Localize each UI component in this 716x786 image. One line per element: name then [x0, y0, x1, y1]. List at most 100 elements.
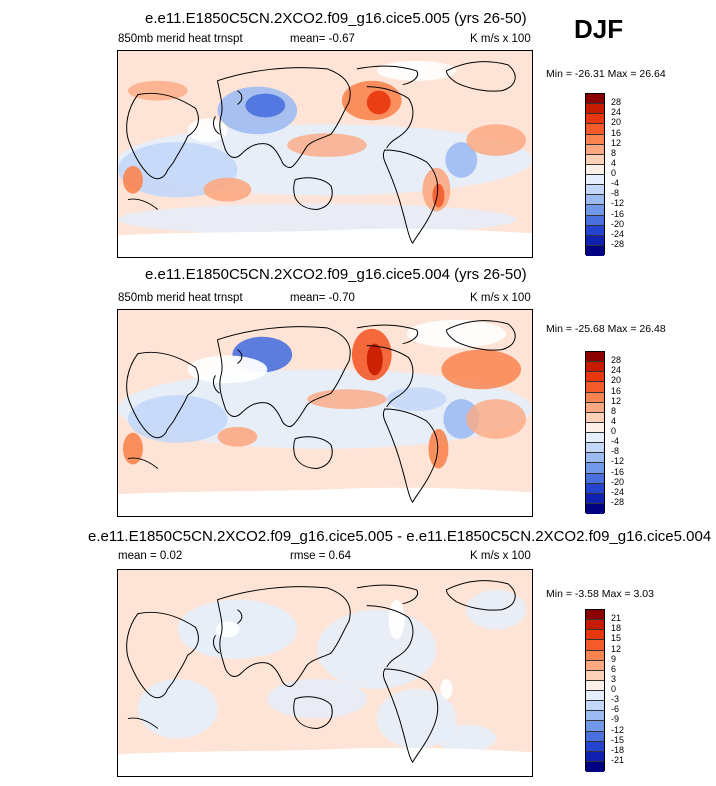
- coastline: [212, 635, 220, 654]
- colorbar-tick-label: 21: [611, 613, 622, 624]
- coastline: [127, 717, 159, 729]
- colorbar-tick-label: -8: [611, 446, 620, 457]
- colorbar-tick-label: 12: [611, 137, 622, 148]
- colorbar-segment: [586, 751, 604, 762]
- colorbar-tick-label: 9: [611, 653, 617, 664]
- colorbar-tick-label: 4: [611, 157, 617, 168]
- antarctica: [118, 228, 532, 257]
- colorbar-tick-label: 12: [611, 395, 622, 406]
- coastline: [382, 149, 439, 245]
- colorbar-segment: [586, 382, 604, 393]
- field-contour: [127, 80, 188, 101]
- coastline: [356, 65, 419, 86]
- field-contour: [267, 678, 367, 719]
- colorbar-segment: [586, 235, 604, 246]
- field-contour: [137, 678, 218, 739]
- field-contour: [307, 389, 387, 410]
- colorbar-segment: [586, 362, 604, 373]
- coastline: [216, 67, 351, 168]
- coastline: [366, 345, 414, 408]
- colorbar-tick-label: -16: [611, 208, 625, 219]
- coastline: [127, 457, 159, 469]
- colorbar-segment: [586, 711, 604, 722]
- panel-3-minmax: Min = -3.58 Max = 3.03: [546, 588, 654, 600]
- panel-3-title: e.e11.E1850C5CN.2XCO2.f09_g16.cice5.005 …: [88, 528, 712, 545]
- field-contour: [127, 395, 228, 443]
- colorbar-tick-label: -21: [611, 754, 625, 765]
- field-contour: [466, 124, 527, 156]
- coastline: [216, 326, 351, 427]
- colorbar-segment: [586, 670, 604, 681]
- colorbar-tick-label: 8: [611, 147, 617, 158]
- field-contour: [376, 688, 457, 749]
- coastline: [382, 408, 439, 504]
- panel-1-mean-label: mean= -0.67: [290, 33, 355, 45]
- panel-3-map: [117, 569, 533, 777]
- panel-2-title: e.e11.E1850C5CN.2XCO2.f09_g16.cice5.004 …: [145, 266, 527, 283]
- colorbar-tick-label: -8: [611, 188, 620, 199]
- colorbar-segment: [586, 443, 604, 454]
- panel-1-variable-label: 850mb merid heat trnspt: [118, 33, 243, 45]
- field-contour: [317, 609, 437, 689]
- colorbar-segment: [586, 114, 604, 125]
- colorbar-segment: [586, 493, 604, 504]
- colorbar-segment: [586, 721, 604, 732]
- field-contour: [245, 93, 286, 118]
- field-contour: [217, 426, 258, 447]
- field-contour: [386, 387, 447, 412]
- colorbar-segment: [586, 761, 604, 772]
- colorbar-tick-label: -16: [611, 466, 625, 477]
- colorbar-segment: [586, 352, 604, 363]
- colorbar-tick-label: 0: [611, 168, 617, 178]
- colorbar-segment: [586, 245, 604, 256]
- colorbar-segment: [586, 225, 604, 236]
- coastline: [293, 696, 333, 729]
- colorbar-segment: [586, 104, 604, 115]
- antarctica: [118, 487, 532, 516]
- colorbar-segment: [586, 205, 604, 216]
- colorbar-tick-label: 3: [611, 673, 617, 684]
- colorbar-tick-label: -20: [611, 476, 625, 487]
- colorbar-segment: [586, 175, 604, 186]
- coastline: [356, 324, 419, 345]
- colorbar-segment: [586, 422, 604, 433]
- colorbar-tick-label: -28: [611, 238, 625, 249]
- field-contour: [366, 90, 391, 115]
- colorbar-tick-label: 16: [611, 385, 622, 396]
- colorbar-tick-label: -18: [611, 744, 625, 755]
- colorbar-tick-label: 20: [611, 117, 622, 128]
- panel-2-mean-label: mean= -0.70: [290, 292, 355, 304]
- panel-3-mean-label: mean = 0.02: [118, 550, 183, 562]
- colorbar-tick-label: 6: [611, 663, 617, 674]
- colorbar-tick-label: -12: [611, 724, 625, 735]
- colorbar-tick-label: -15: [611, 734, 625, 745]
- coastline: [445, 61, 516, 92]
- colorbar-segment: [586, 503, 604, 514]
- coastline: [445, 320, 516, 351]
- colorbar-tick-label: 0: [611, 426, 617, 436]
- colorbar-segment: [586, 185, 604, 196]
- colorbar-segment: [586, 94, 604, 105]
- coastline: [237, 349, 243, 364]
- colorbar-segment: [586, 412, 604, 423]
- colorbar-segment: [586, 701, 604, 712]
- colorbar-tick-label: 4: [611, 415, 617, 426]
- colorbar-segment: [586, 372, 604, 383]
- colorbar-segment: [586, 463, 604, 474]
- panel-1-title: e.e11.E1850C5CN.2XCO2.f09_g16.cice5.005 …: [145, 10, 527, 27]
- panel-2-minmax: Min = -25.68 Max = 26.48: [546, 323, 666, 335]
- coastline: [366, 86, 414, 149]
- field-contour: [366, 343, 383, 376]
- colorbar-tick-label: -9: [611, 714, 620, 725]
- colorbar-tick-label: -4: [611, 178, 620, 189]
- field-contour: [428, 428, 449, 469]
- coastline: [356, 584, 419, 605]
- coastline: [127, 198, 159, 210]
- field-contour: [122, 432, 143, 465]
- colorbar-tick-label: 12: [611, 643, 622, 654]
- coastline: [445, 580, 516, 611]
- coastline: [126, 351, 199, 439]
- colorbar-segment: [586, 154, 604, 165]
- panel-2-units-label: K m/s x 100: [470, 292, 531, 304]
- colorbar-tick-label: 20: [611, 375, 622, 386]
